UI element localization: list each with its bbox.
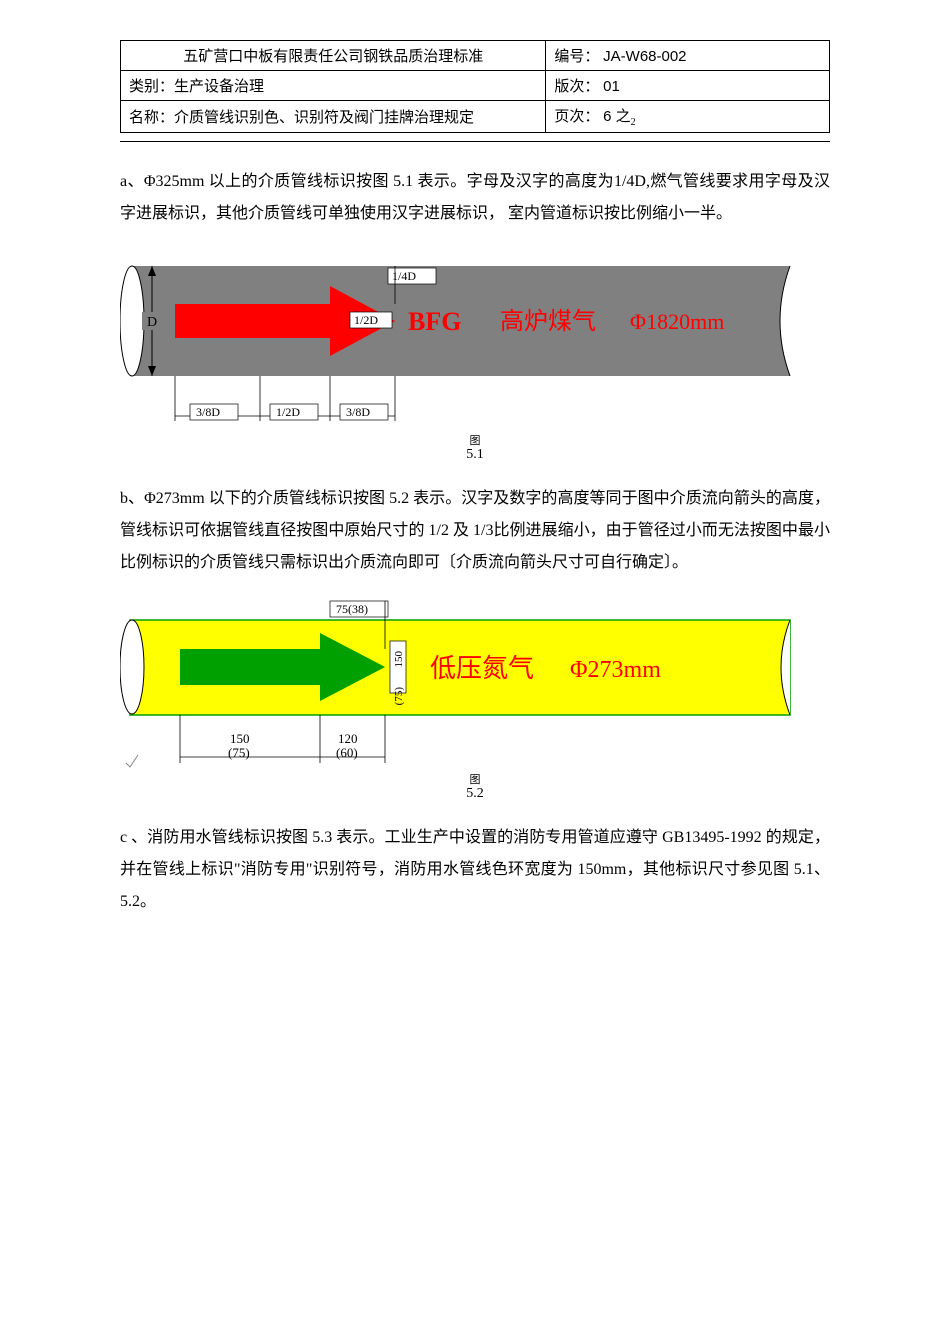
dim-b1: 3/8D xyxy=(196,405,220,419)
num-label: 编号： xyxy=(554,49,599,65)
pipe-diagram-5-1: D 1/4D 1/2D BFG 高炉煤气 Φ1820mm 3/8D 1/2D 3… xyxy=(120,246,800,431)
figure-5-1-caption: 图 5.1 xyxy=(120,435,830,463)
dim-d-label: D xyxy=(147,315,157,330)
pipe-text-dia: Φ1820mm xyxy=(630,309,724,334)
dim-top2: 75(38) xyxy=(336,602,368,616)
pipe2-text-dia: Φ273mm xyxy=(570,657,661,683)
dim-b1a: 150 xyxy=(230,731,250,746)
header-title: 五矿营口中板有限责任公司钢铁品质治理标准 xyxy=(121,41,546,71)
dim-side-b: (75) xyxy=(393,687,405,706)
paragraph-a: a、Φ325mm 以上的介质管线标识按图 5.1 表示。字母及汉字的高度为1/4… xyxy=(120,166,830,230)
page-label: 页次： xyxy=(554,109,599,125)
dim-b1b: (75) xyxy=(228,745,250,760)
document-header-table: 五矿营口中板有限责任公司钢铁品质治理标准 编号： JA-W68-002 类别：生… xyxy=(120,40,830,133)
header-page-cell: 页次： 6 之2 xyxy=(546,101,830,133)
dim-b2b: (60) xyxy=(336,745,358,760)
header-category: 类别：生产设备治理 xyxy=(121,71,546,101)
paragraph-c: c 、消防用水管线标识按图 5.3 表示。工业生产中设置的消防专用管道应遵守 G… xyxy=(120,822,830,918)
ver-label: 版次： xyxy=(554,79,599,95)
paragraph-b: b、Φ273mm 以下的介质管线标识按图 5.2 表示。汉字及数字的高度等同于图… xyxy=(120,483,830,579)
dim-top: 1/4D xyxy=(392,269,416,283)
page-sub: 2 xyxy=(631,117,636,128)
figure-5-2-caption: 图 5.2 xyxy=(120,774,830,802)
figure-5-1: D 1/4D 1/2D BFG 高炉煤气 Φ1820mm 3/8D 1/2D 3… xyxy=(120,246,830,431)
pipe-text-cn: 高炉煤气 xyxy=(500,308,596,335)
pipe2-text-cn: 低压氮气 xyxy=(430,654,534,683)
num-val: JA-W68-002 xyxy=(603,48,686,65)
dim-mid: 1/2D xyxy=(354,313,378,327)
dim-b2: 1/2D xyxy=(276,405,300,419)
dim-b2a: 120 xyxy=(338,731,358,746)
dim-b3: 3/8D xyxy=(346,405,370,419)
figure-5-2: 75(38) 150 (75) 低压氮气 Φ273mm 150 (75) 120… xyxy=(120,595,830,770)
page-val: 6 之 xyxy=(603,108,631,125)
dim-side-a: 150 xyxy=(393,651,405,668)
header-name: 名称：介质管线识别色、识别符及阀门挂牌治理规定 xyxy=(121,101,546,133)
pipe-text-bfg: BFG xyxy=(408,307,461,336)
header-num-cell: 编号： JA-W68-002 xyxy=(546,41,830,71)
pipe-diagram-5-2: 75(38) 150 (75) 低压氮气 Φ273mm 150 (75) 120… xyxy=(120,595,800,770)
header-ver-cell: 版次： 01 xyxy=(546,71,830,101)
header-rule xyxy=(120,141,830,142)
ver-val: 01 xyxy=(603,78,620,95)
